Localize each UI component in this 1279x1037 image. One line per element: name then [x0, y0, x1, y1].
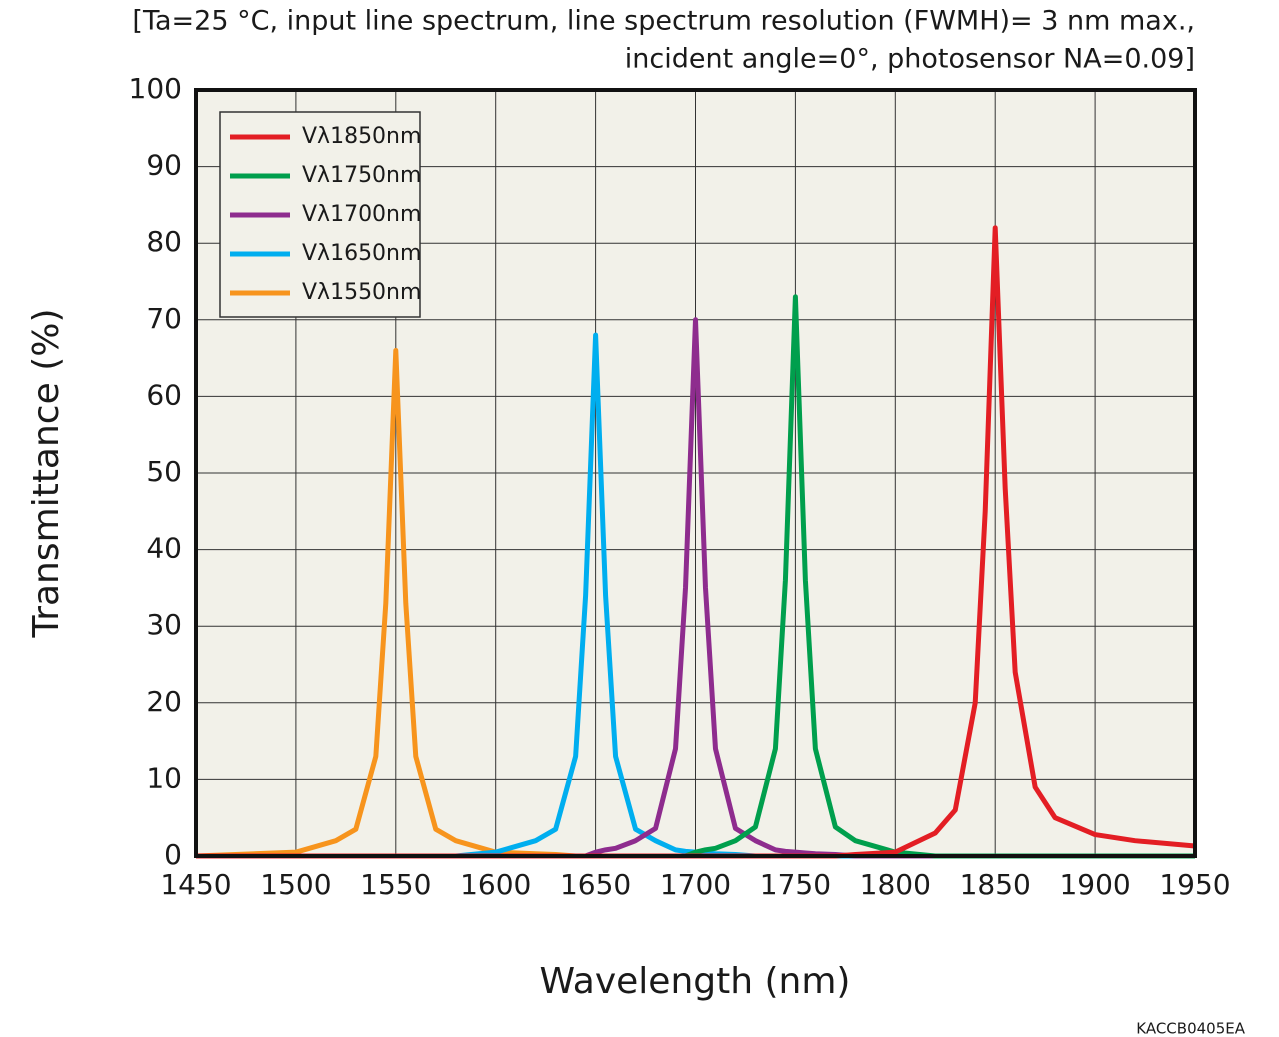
y-tick-label: 0: [164, 838, 182, 871]
x-tick-label: 1950: [1159, 868, 1230, 901]
figure-code: KACCB0405EA: [1136, 1020, 1245, 1037]
x-tick-label: 1750: [760, 868, 831, 901]
y-tick-label: 80: [146, 225, 182, 258]
plot-frame: [194, 88, 1197, 858]
y-tick-label: 60: [146, 378, 182, 411]
y-tick-label: 100: [129, 72, 182, 105]
chart-title: incident angle=0°, photosensor NA=0.09]: [625, 44, 1195, 75]
x-tick-label: 1850: [960, 868, 1031, 901]
y-tick-label: 40: [146, 532, 182, 565]
x-tick-label: 1650: [560, 868, 631, 901]
y-tick-label: 50: [146, 455, 182, 488]
x-tick-label: 1900: [1059, 868, 1130, 901]
y-tick-label: 90: [146, 149, 182, 182]
x-tick-label: 1500: [260, 868, 331, 901]
y-tick-label: 20: [146, 685, 182, 718]
y-tick-label: 30: [146, 608, 182, 641]
legend-label: Vλ1750nm: [302, 163, 421, 188]
legend-label: Vλ1550nm: [302, 280, 421, 305]
x-tick-label: 1550: [360, 868, 431, 901]
y-tick-label: 10: [146, 761, 182, 794]
y-tick-label: 70: [146, 302, 182, 335]
x-tick-label: 1700: [660, 868, 731, 901]
x-tick-label: 1600: [460, 868, 531, 901]
y-axis-label: Transmittance (%): [26, 309, 67, 639]
x-tick-label: 1800: [860, 868, 931, 901]
chart-title: [Ta=25 °C, input line spectrum, line spe…: [132, 6, 1195, 37]
legend-label: Vλ1650nm: [302, 241, 421, 266]
x-axis-label: Wavelength (nm): [540, 961, 851, 1002]
legend-label: Vλ1850nm: [302, 124, 421, 149]
legend-label: Vλ1700nm: [302, 202, 421, 227]
x-tick-label: 1450: [160, 868, 231, 901]
